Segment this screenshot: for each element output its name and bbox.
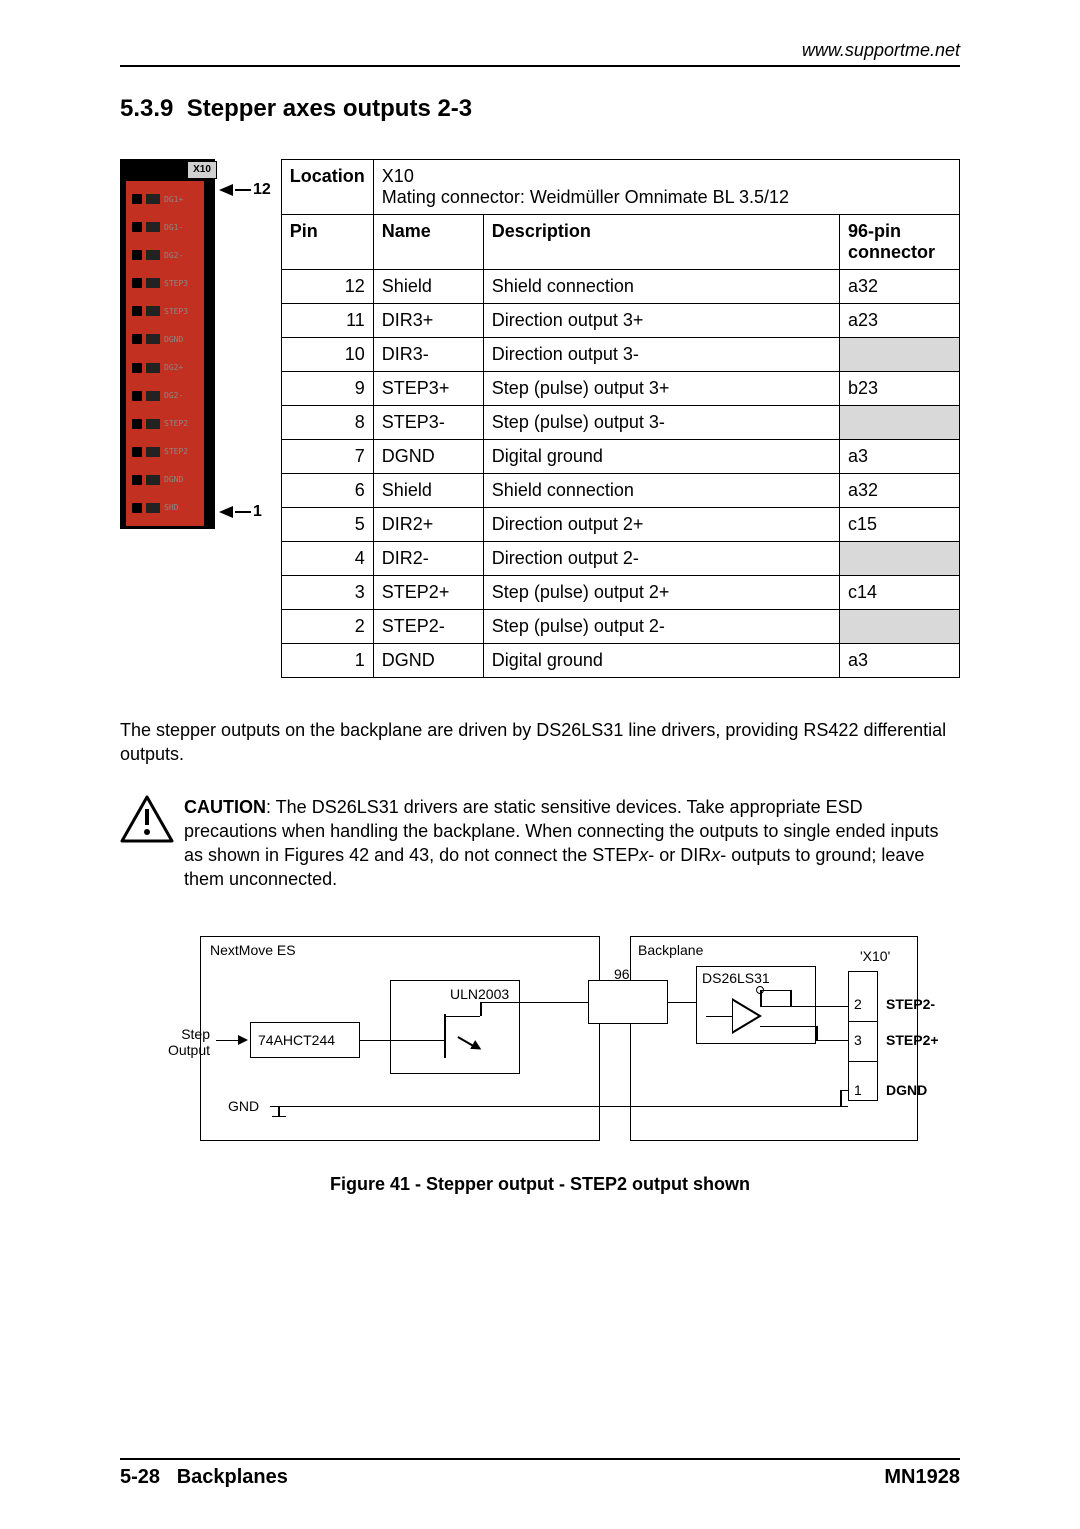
- caution-italic2: x: [711, 845, 720, 865]
- table-row: 4DIR2-Direction output 2-: [281, 542, 959, 576]
- td-location-value: X10Mating connector: Weidmüller Omnimate…: [373, 160, 959, 215]
- diagram-x10-label: 'X10': [860, 948, 890, 964]
- diagram-pin1: 1: [854, 1082, 862, 1098]
- table-row: 10DIR3-Direction output 3-: [281, 338, 959, 372]
- connector-pin-slot: STEP2: [126, 411, 204, 437]
- table-row: 3STEP2+Step (pulse) output 2+c14: [281, 576, 959, 610]
- diagram-out2: STEP2+: [886, 1032, 939, 1048]
- connector-pin-slot: DG1-: [126, 214, 204, 240]
- connector-pin-slot: DG2+: [126, 355, 204, 381]
- caution-block: CAUTION: The DS26LS31 drivers are static…: [120, 795, 960, 892]
- section-number: 5.3.9: [120, 95, 173, 122]
- table-row: 6ShieldShield connectiona32: [281, 474, 959, 508]
- header-url: www.supportme.net: [120, 40, 960, 67]
- footer-chapter: Backplanes: [177, 1466, 288, 1488]
- body-paragraph: The stepper outputs on the backplane are…: [120, 718, 960, 767]
- diagram-out3: DGND: [886, 1082, 927, 1098]
- section-title: 5.3.9 Stepper axes outputs 2-3: [120, 95, 960, 123]
- caution-icon: [120, 795, 174, 843]
- connector-pin-slot: DG2-: [126, 242, 204, 268]
- th-name: Name: [373, 215, 483, 270]
- connector-pin-slot: STEP3: [126, 298, 204, 324]
- diagram-chip2: ULN2003: [450, 986, 509, 1002]
- diagram-step-l1: Step: [160, 1026, 210, 1042]
- caution-text-mid: - or DIR: [648, 845, 711, 865]
- table-row: 5DIR2+Direction output 2+c15: [281, 508, 959, 542]
- arrow-bottom-label: 1: [253, 503, 262, 521]
- connector-chip-label: X10: [187, 161, 217, 179]
- diagram-gnd: GND: [228, 1098, 259, 1114]
- diagram-step-l2: Output: [160, 1042, 210, 1058]
- figure-caption: Figure 41 - Stepper output - STEP2 outpu…: [120, 1174, 960, 1195]
- th-pin: Pin: [281, 215, 373, 270]
- connector-pin-slot: STEP3: [126, 270, 204, 296]
- footer: 5-28 Backplanes MN1928: [120, 1458, 960, 1489]
- table-row: 11DIR3+Direction output 3+a23: [281, 304, 959, 338]
- connector-pin-slot: DG1+: [126, 186, 204, 212]
- diagram-leftbox-label: NextMove ES: [210, 942, 296, 958]
- arrow-top-label: 12: [253, 181, 271, 199]
- arrow-top: 12: [219, 181, 271, 199]
- diagram-pin2: 2: [854, 996, 862, 1012]
- caution-italic1: x: [639, 845, 648, 865]
- th-location: Location: [281, 160, 373, 215]
- table-row: 8STEP3-Step (pulse) output 3-: [281, 406, 959, 440]
- caution-label: CAUTION: [184, 797, 266, 817]
- diagram-pin3: 3: [854, 1032, 862, 1048]
- table-row: 9STEP3+Step (pulse) output 3+b23: [281, 372, 959, 406]
- diagram-chip1: 74AHCT244: [258, 1032, 335, 1048]
- arrow-bottom: 1: [219, 503, 271, 521]
- th-desc: Description: [483, 215, 839, 270]
- pin-table: Location X10Mating connector: Weidmüller…: [281, 159, 960, 678]
- circuit-diagram: NextMove ES Backplane 'X10' Step Output …: [160, 936, 920, 1156]
- footer-doc-id: MN1928: [884, 1466, 960, 1489]
- th-conn: 96-pin connector: [840, 215, 960, 270]
- diagram-chip3: DS26LS31: [702, 970, 770, 986]
- connector-pin-slot: SHD: [126, 495, 204, 521]
- diagram-rightbox-label: Backplane: [638, 942, 703, 958]
- connector-pin-slot: STEP2: [126, 439, 204, 465]
- connector-pin-slot: DGND: [126, 326, 204, 352]
- connector-pin-slot: DG2-: [126, 383, 204, 409]
- table-row: 12ShieldShield connectiona32: [281, 270, 959, 304]
- connector-illustration: X10 DG1+DG1-DG2-STEP3STEP3DGNDDG2+DG2-ST…: [120, 159, 271, 529]
- footer-page: 5-28: [120, 1466, 160, 1488]
- table-row: 7DGNDDigital grounda3: [281, 440, 959, 474]
- connector-pin-slot: DGND: [126, 467, 204, 493]
- table-row: 2STEP2-Step (pulse) output 2-: [281, 610, 959, 644]
- table-row: 1DGNDDigital grounda3: [281, 644, 959, 678]
- section-heading: Stepper axes outputs 2-3: [187, 95, 472, 122]
- diagram-out1: STEP2-: [886, 996, 935, 1012]
